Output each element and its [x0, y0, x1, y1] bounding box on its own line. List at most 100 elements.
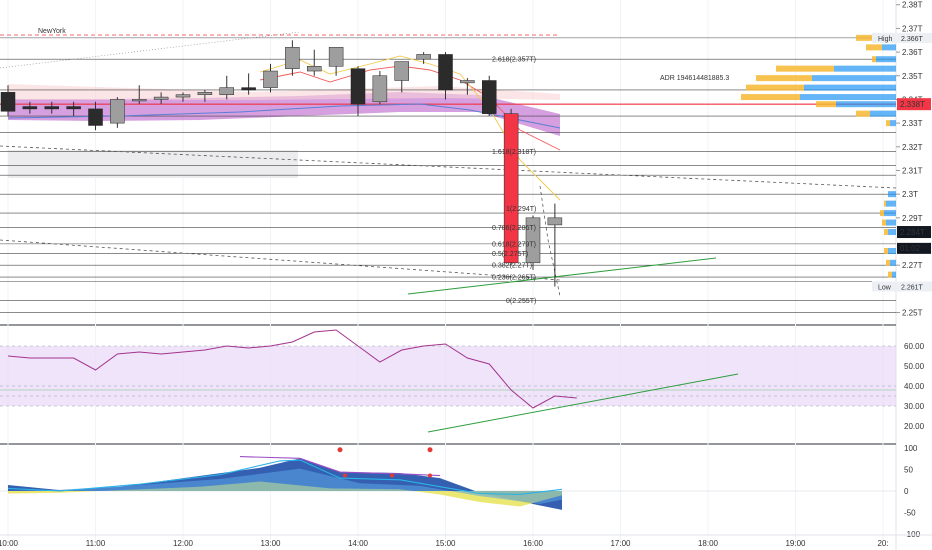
volume-profile-down-bar	[882, 44, 896, 51]
session-extreme-box	[872, 281, 932, 292]
session-extreme-box	[872, 32, 932, 43]
time-axis-tick-label: 16:00	[523, 539, 544, 548]
time-axis-tick-label: 12:00	[173, 539, 194, 548]
candle-body	[44, 106, 59, 110]
countdown-label-box	[897, 242, 931, 254]
volume-profile-up-bar	[882, 219, 886, 226]
volume-profile-up-bar	[756, 75, 812, 82]
oscillator-cross-dot	[343, 473, 347, 478]
volume-profile-up-bar	[886, 120, 890, 127]
candle	[175, 92, 191, 102]
time-axis-tick-label: 19:00	[785, 539, 806, 548]
fib-level-label: 0.786(2.286T)	[492, 225, 536, 232]
volume-profile-down-bar	[812, 75, 896, 82]
oscillator-purple-line	[239, 456, 441, 477]
candle	[44, 101, 59, 114]
candle-body	[22, 106, 38, 110]
price-label-box	[897, 98, 931, 111]
volume-profile-up-bar	[884, 200, 886, 207]
candle	[503, 108, 519, 266]
volume-profile-up-bar	[741, 94, 800, 101]
volume-profile-up-bar	[816, 101, 836, 108]
volume-profile-up-bar	[776, 65, 834, 72]
support-trend-line	[0, 239, 561, 281]
candle	[394, 61, 409, 93]
oscillator-axis-tick-label: 50	[904, 466, 913, 475]
rsi-axis-tick-label: 20.00	[904, 422, 925, 431]
oscillator-cross-dot	[428, 473, 432, 478]
price-axis-tick-label: 2.3T	[902, 190, 918, 199]
price-axis-tick-label: 2.32T	[902, 143, 923, 152]
volume-profile-down-bar	[876, 56, 896, 63]
fib-level-label: 1(2.294T)	[506, 206, 536, 213]
volume-profile-down-bar	[800, 94, 896, 101]
fib-level-label: 0(2.255T)	[506, 298, 536, 305]
rsi-pane[interactable]: 60.00 50.00 40.00 30.00 20.00	[0, 329, 925, 433]
upper-trend-line	[0, 31, 301, 69]
time-axis-tick-label: 18:00	[698, 539, 719, 548]
time-axis-tick-label: 17:00	[610, 539, 631, 548]
candle	[547, 203, 563, 287]
rsi-line	[7, 329, 577, 409]
candle-body	[132, 99, 147, 102]
ma-ribbon	[8, 92, 560, 136]
candle	[88, 101, 103, 131]
projection-line	[539, 185, 561, 297]
candle	[350, 66, 366, 117]
fib-level-label: 0.618(2.279T)	[492, 241, 536, 248]
candle	[110, 97, 125, 128]
oscillator-cross-dot	[390, 473, 394, 478]
volume-profile-down-bar	[892, 271, 896, 278]
candle	[482, 75, 497, 117]
candle-body	[175, 94, 191, 98]
price-axis-tick-label: 2.27T	[902, 261, 923, 270]
candle	[307, 49, 322, 76]
volume-profile-down-bar	[886, 200, 896, 207]
candle-body	[328, 47, 344, 67]
session-extreme-value: 2.261T	[901, 284, 924, 291]
candle-body	[438, 54, 453, 91]
session-extreme-value: 2.366T	[901, 36, 924, 43]
rsi-trendline	[427, 373, 739, 433]
volume-profile-down-bar	[804, 84, 896, 91]
fib-level-label: 0.236(2.265T)	[492, 275, 536, 282]
price-axis-tick-label: 2.37T	[902, 24, 923, 33]
price-axis-tick-label: 2.38T	[902, 1, 923, 10]
candle-body	[0, 92, 16, 112]
candle	[525, 215, 541, 270]
candle-body	[263, 70, 278, 88]
oscillator-signal-line	[7, 459, 563, 495]
ma-upper-band	[8, 84, 560, 100]
candle-body	[547, 217, 563, 226]
candle	[285, 40, 300, 76]
adr-label: ADR 194614481885.3	[660, 75, 729, 82]
candle-body	[525, 217, 541, 264]
candle-body	[372, 75, 388, 103]
volume-profile-up-bar	[884, 229, 888, 236]
volume-profile-up-bar	[746, 84, 804, 91]
time-axis-tick-label: 15:00	[435, 539, 456, 548]
time-axis-tick-label: 14:00	[348, 539, 369, 548]
price-label-text: 2.338T	[900, 100, 925, 109]
time-axis-tick-label: 10:00	[0, 539, 19, 548]
candle	[263, 63, 278, 93]
rsi-axis-tick-label: 60.00	[904, 342, 925, 351]
rsi-axis-tick-label: 40.00	[904, 382, 925, 391]
candle-body	[460, 80, 475, 84]
volume-profile-down-bar	[886, 219, 896, 226]
volume-profile-down-bar	[888, 191, 896, 198]
volume-profile-up-bar	[888, 271, 892, 278]
candle-body	[66, 106, 81, 110]
green-trendline	[407, 257, 717, 295]
time-axis-tick-label: 13:00	[260, 539, 281, 548]
time-axis[interactable]: 10:00 11:00 12:00 13:00 14:00 15:00 16:00 17:00…	[0, 534, 932, 548]
candle-body	[197, 92, 213, 95]
price-axis-tick-label: 2.31T	[902, 166, 923, 175]
candle	[0, 85, 16, 117]
candle	[460, 78, 475, 95]
volume-profile-up-bar	[880, 210, 884, 217]
candle	[66, 101, 81, 117]
